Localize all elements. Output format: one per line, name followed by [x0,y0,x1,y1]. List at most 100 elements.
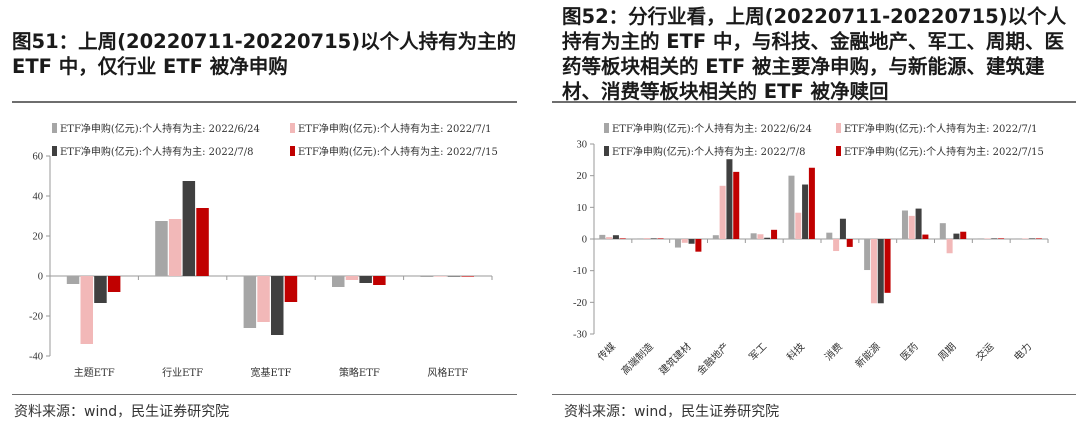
c1-bar-4-3 [771,229,778,239]
c0-legend-item-3: ETF净申购(亿元):个人持有为主: 2022/7/15 [290,143,498,158]
c1-bar-3-0 [712,235,719,239]
left-chart-title: 图51：上周(20220711-20220715)以个人持有为主的 ETF 中，… [12,30,517,78]
c0-bar-3-1 [345,276,359,280]
c1-bar-3-1 [719,185,726,239]
c1-bar-2-3 [695,239,702,252]
c1-legend-item-0: ETF净申购(亿元):个人持有为主: 2022/6/24 [604,120,812,135]
c1-x-tick-label: 金融地产 [694,340,731,377]
c1-x-tick-label: 医药 [898,341,921,364]
c1-legend-swatch-2 [604,146,609,156]
c1-legend-item-1: ETF净申购(亿元):个人持有为主: 2022/7/1 [836,120,1038,135]
c1-x-tick-label: 新能源 [852,340,882,370]
c1-legend-label-3: ETF净申购(亿元):个人持有为主: 2022/7/15 [844,147,1044,158]
c1-bar-7-2 [877,239,884,304]
c0-legend-label-3: ETF净申购(亿元):个人持有为主: 2022/7/15 [298,147,498,158]
c1-bar-10-3 [998,238,1005,239]
c0-legend-label-1: ETF净申购(亿元):个人持有为主: 2022/7/1 [298,124,492,135]
left-source-note: 资料来源：wind，民生证券研究院 [14,404,230,420]
c1-bar-4-1 [757,234,764,239]
c1-x-tick-label: 传媒 [595,341,618,364]
c0-legend-swatch-1 [290,123,295,133]
c1-x-tick-label: 建筑建材 [656,340,693,377]
c1-bar-6-1 [833,239,840,252]
c0-legend-item-0: ETF净申购(亿元):个人持有为主: 2022/6/24 [52,120,260,135]
c1-x-tick-label: 周期 [936,341,959,364]
c1-bar-7-1 [870,239,877,304]
c0-legend-swatch-0 [52,123,57,133]
c1-bar-10-1 [984,238,991,239]
c1-bar-5-0 [788,175,795,239]
c0-x-tick-label: 主题ETF [74,367,115,379]
c0-bar-0-0 [66,276,80,284]
c1-bar-4-0 [750,233,757,239]
c1-y-tick-label: 10 [577,203,588,214]
c0-legend-swatch-2 [52,146,57,156]
c0-legend-label-0: ETF净申购(亿元):个人持有为主: 2022/6/24 [60,124,260,135]
c1-x-tick-label: 电力 [1011,340,1034,363]
c1-bar-11-2 [1029,238,1036,239]
c0-legend-swatch-3 [290,146,295,156]
c1-x-tick-label: 消费 [822,340,845,363]
c1-bar-2-0 [674,239,681,248]
c1-bar-11-3 [1035,238,1042,239]
c0-y-tick-label: -20 [29,312,43,323]
c0-bar-1-2 [182,181,196,276]
c0-x-tick-label: 风格ETF [427,366,468,379]
c1-legend-label-1: ETF净申购(亿元):个人持有为主: 2022/7/1 [844,124,1038,135]
c1-y-tick-label: 30 [577,140,588,151]
right-source-rule [552,394,1076,395]
c1-bar-8-0 [901,210,908,239]
c1-x-tick-label: 交运 [973,340,996,363]
c0-legend-label-2: ETF净申购(亿元):个人持有为主: 2022/7/8 [60,147,254,158]
c1-y-tick-label: 20 [577,171,588,182]
right-chart-title: 图52：分行业看，上周(20220711-20220715)以个人持有为主的 E… [562,5,1067,103]
c0-bar-4-3 [461,276,474,277]
c1-y-tick-label: 0 [582,235,587,246]
c0-bar-2-3 [284,276,298,302]
c1-bar-4-2 [764,237,771,239]
c0-bar-3-3 [373,276,386,285]
left-title-rule [12,101,517,103]
c1-legend-swatch-3 [836,146,841,156]
c1-bar-9-1 [946,239,953,254]
c1-y-tick-label: -30 [573,330,587,341]
c0-bar-2-2 [271,276,284,335]
c1-bar-0-0 [599,234,606,239]
c1-bar-6-3 [846,239,853,247]
c1-legend-swatch-0 [604,123,609,133]
c1-bar-9-0 [939,223,946,239]
c1-bar-5-3 [808,167,815,239]
c1-y-tick-label: -10 [573,266,587,277]
c1-bar-8-1 [908,215,915,239]
c1-bar-1-0 [637,238,644,239]
c0-bar-2-0 [243,276,257,328]
c1-bar-0-3 [619,238,626,239]
c1-bar-6-0 [826,232,833,239]
c1-bar-11-0 [1015,238,1022,239]
c0-bar-1-3 [196,208,209,276]
c1-x-tick-label: 军工 [747,341,770,364]
c0-bar-0-3 [107,276,121,292]
c0-bar-4-1 [434,276,447,277]
right-bar-chart: -30 -20 -10 0 10 20 30 传媒 高端制造 建筑建材 金融地产 军工 科技 消费 新能源医… [573,140,1049,377]
c1-x-tick-label: 高端制造 [618,340,655,377]
c1-bar-5-1 [795,212,802,239]
c1-bar-9-2 [953,233,960,239]
c0-bar-2-1 [257,276,270,322]
c1-bar-11-1 [1022,238,1029,239]
c0-bar-1-0 [155,221,168,276]
c0-bar-3-0 [332,276,345,287]
c1-bar-1-3 [657,238,664,239]
c0-y-tick-label: -40 [29,352,43,363]
c1-bar-2-2 [688,239,695,244]
left-chart-panel: 图51：上周(20220711-20220715)以个人持有为主的 ETF 中，… [0,0,530,425]
c1-bar-3-2 [726,159,733,239]
c0-bar-1-1 [168,219,182,276]
c1-y-tick-label: -20 [573,298,587,309]
c1-bar-1-2 [650,238,657,239]
right-source-note: 资料来源：wind，民生证券研究院 [564,404,780,420]
c1-legend-label-0: ETF净申购(亿元):个人持有为主: 2022/6/24 [612,124,812,135]
c0-y-tick-label: 0 [38,272,43,283]
c1-bar-6-2 [839,218,846,239]
c0-bar-3-2 [359,276,372,283]
